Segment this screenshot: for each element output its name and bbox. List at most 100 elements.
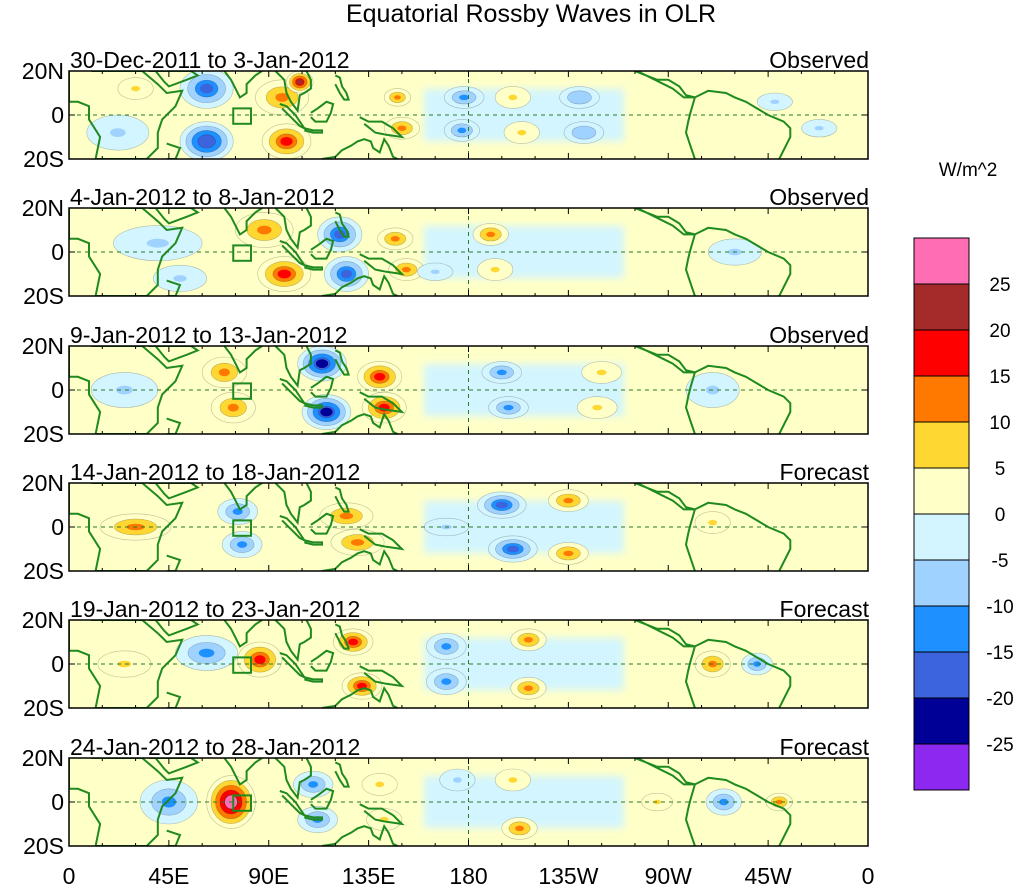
anomaly-core xyxy=(523,637,533,643)
coastline-newguinea xyxy=(359,528,405,551)
anomaly-core xyxy=(523,685,533,691)
coastlines xyxy=(69,71,792,159)
anomaly-blob xyxy=(257,256,312,292)
coastline-newguinea xyxy=(359,253,405,276)
anomaly-core xyxy=(490,266,500,273)
anomaly-blob xyxy=(323,256,369,292)
y-tick-label: 20S xyxy=(23,695,64,721)
anomaly-blob xyxy=(548,489,589,512)
coastline-camerica xyxy=(634,620,696,648)
anomaly-blob xyxy=(705,788,742,816)
reference-box xyxy=(232,519,252,537)
x-tick-label: 180 xyxy=(449,863,487,889)
colorbar-swatch xyxy=(913,329,970,377)
coastline-java xyxy=(304,676,323,683)
anomaly-blob xyxy=(210,391,256,424)
colorbar-label: 15 xyxy=(989,367,1010,388)
coastline-camerica xyxy=(634,483,696,511)
y-tick-label: 20N xyxy=(22,58,64,84)
coastline-africa xyxy=(69,620,184,708)
panel-status: Forecast xyxy=(780,459,870,485)
anomaly-blob xyxy=(443,119,480,142)
coastline-madagascar xyxy=(166,554,182,571)
coastline-indochina xyxy=(274,620,312,663)
x-tick-label: 0 xyxy=(862,863,875,889)
anomaly-blob xyxy=(317,216,363,253)
y-tick-label: 20N xyxy=(22,195,64,221)
anomaly-core xyxy=(452,777,462,783)
coastline-camerica xyxy=(634,208,696,236)
y-tick-label: 20S xyxy=(23,558,64,584)
colorbar-swatch xyxy=(913,237,970,285)
colorbar-swatch xyxy=(913,743,970,791)
anomaly-core xyxy=(563,497,574,504)
coastline-newguinea xyxy=(359,803,405,826)
coastline-samerica xyxy=(684,638,792,708)
coastline-australia xyxy=(321,548,398,571)
coastline-samerica xyxy=(684,89,792,159)
anomaly-blob xyxy=(175,635,238,671)
coastline-australia xyxy=(321,823,398,846)
coastline-india xyxy=(223,71,263,99)
anomaly-blob xyxy=(756,92,793,111)
x-tick-label: 90W xyxy=(645,863,693,889)
y-tick-label: 0 xyxy=(51,651,64,677)
coastline-samerica xyxy=(684,226,792,296)
coastline-madagascar xyxy=(166,279,182,296)
anomaly-core xyxy=(315,359,329,368)
colorbar: W/m^2 25 20 15 10 5 0 -5 -10 -15 -20 -25 xyxy=(913,160,1014,791)
panel-period: 9-Jan-2012 to 13-Jan-2012 xyxy=(70,322,347,348)
coastlines xyxy=(69,758,792,846)
coastline-indochina xyxy=(274,71,312,114)
x-tick-label: 0 xyxy=(63,863,76,889)
coastline-samerica xyxy=(684,776,792,846)
anomaly-core xyxy=(218,368,230,377)
anomaly-core xyxy=(275,93,289,102)
coastline-borneo xyxy=(310,649,335,672)
anomaly-core xyxy=(430,269,440,274)
anomaly-blob xyxy=(501,817,538,840)
anomaly-blob xyxy=(113,225,203,262)
panel-status: Observed xyxy=(769,47,869,73)
colorbar-label: 25 xyxy=(989,275,1010,296)
colorbar-label: -20 xyxy=(986,689,1013,710)
coastline-india xyxy=(223,483,263,511)
plot-area xyxy=(69,483,868,571)
anomaly-core xyxy=(578,129,589,136)
colorbar-label: -15 xyxy=(986,643,1013,664)
anomaly-blob xyxy=(417,262,454,281)
anomaly-core xyxy=(506,545,519,553)
anomaly-core xyxy=(296,79,304,85)
anomaly-core xyxy=(257,225,272,235)
colorbar-label: -10 xyxy=(986,597,1013,618)
coastline-arabia xyxy=(148,620,200,637)
colorbar-swatch xyxy=(913,651,970,699)
anomaly-core xyxy=(146,238,169,248)
units-label: W/m^2 xyxy=(939,160,998,181)
anomaly-blob xyxy=(439,768,476,792)
x-axis: 0 45E 90E 135E 180 135W 90W 45W 0 xyxy=(63,863,875,889)
coastline-madagascar xyxy=(166,829,182,846)
coastline-borneo xyxy=(310,512,335,535)
coastline-indochina xyxy=(274,346,312,389)
anomaly-blob xyxy=(563,121,605,144)
coastline-australia xyxy=(321,273,398,296)
coastline-phil xyxy=(334,74,350,101)
colorbar-label: 0 xyxy=(995,505,1006,526)
anomaly-core xyxy=(254,655,266,664)
anomaly-core xyxy=(173,275,187,282)
anomaly-blob xyxy=(90,372,159,408)
anomaly-core xyxy=(340,269,352,279)
anomaly-blob xyxy=(694,511,731,534)
colorbar-label: -25 xyxy=(986,735,1013,756)
panel-status: Forecast xyxy=(780,734,870,760)
reference-box xyxy=(232,656,252,674)
y-tick-label: 0 xyxy=(51,102,64,128)
coastline-africa xyxy=(69,346,184,434)
y-tick-label: 20S xyxy=(23,283,64,309)
coastline-phil xyxy=(334,486,350,513)
coastline-borneo xyxy=(310,375,335,398)
anomaly-core xyxy=(517,129,527,136)
y-tick-label: 20N xyxy=(22,607,64,633)
x-tick-label: 135W xyxy=(538,863,598,889)
